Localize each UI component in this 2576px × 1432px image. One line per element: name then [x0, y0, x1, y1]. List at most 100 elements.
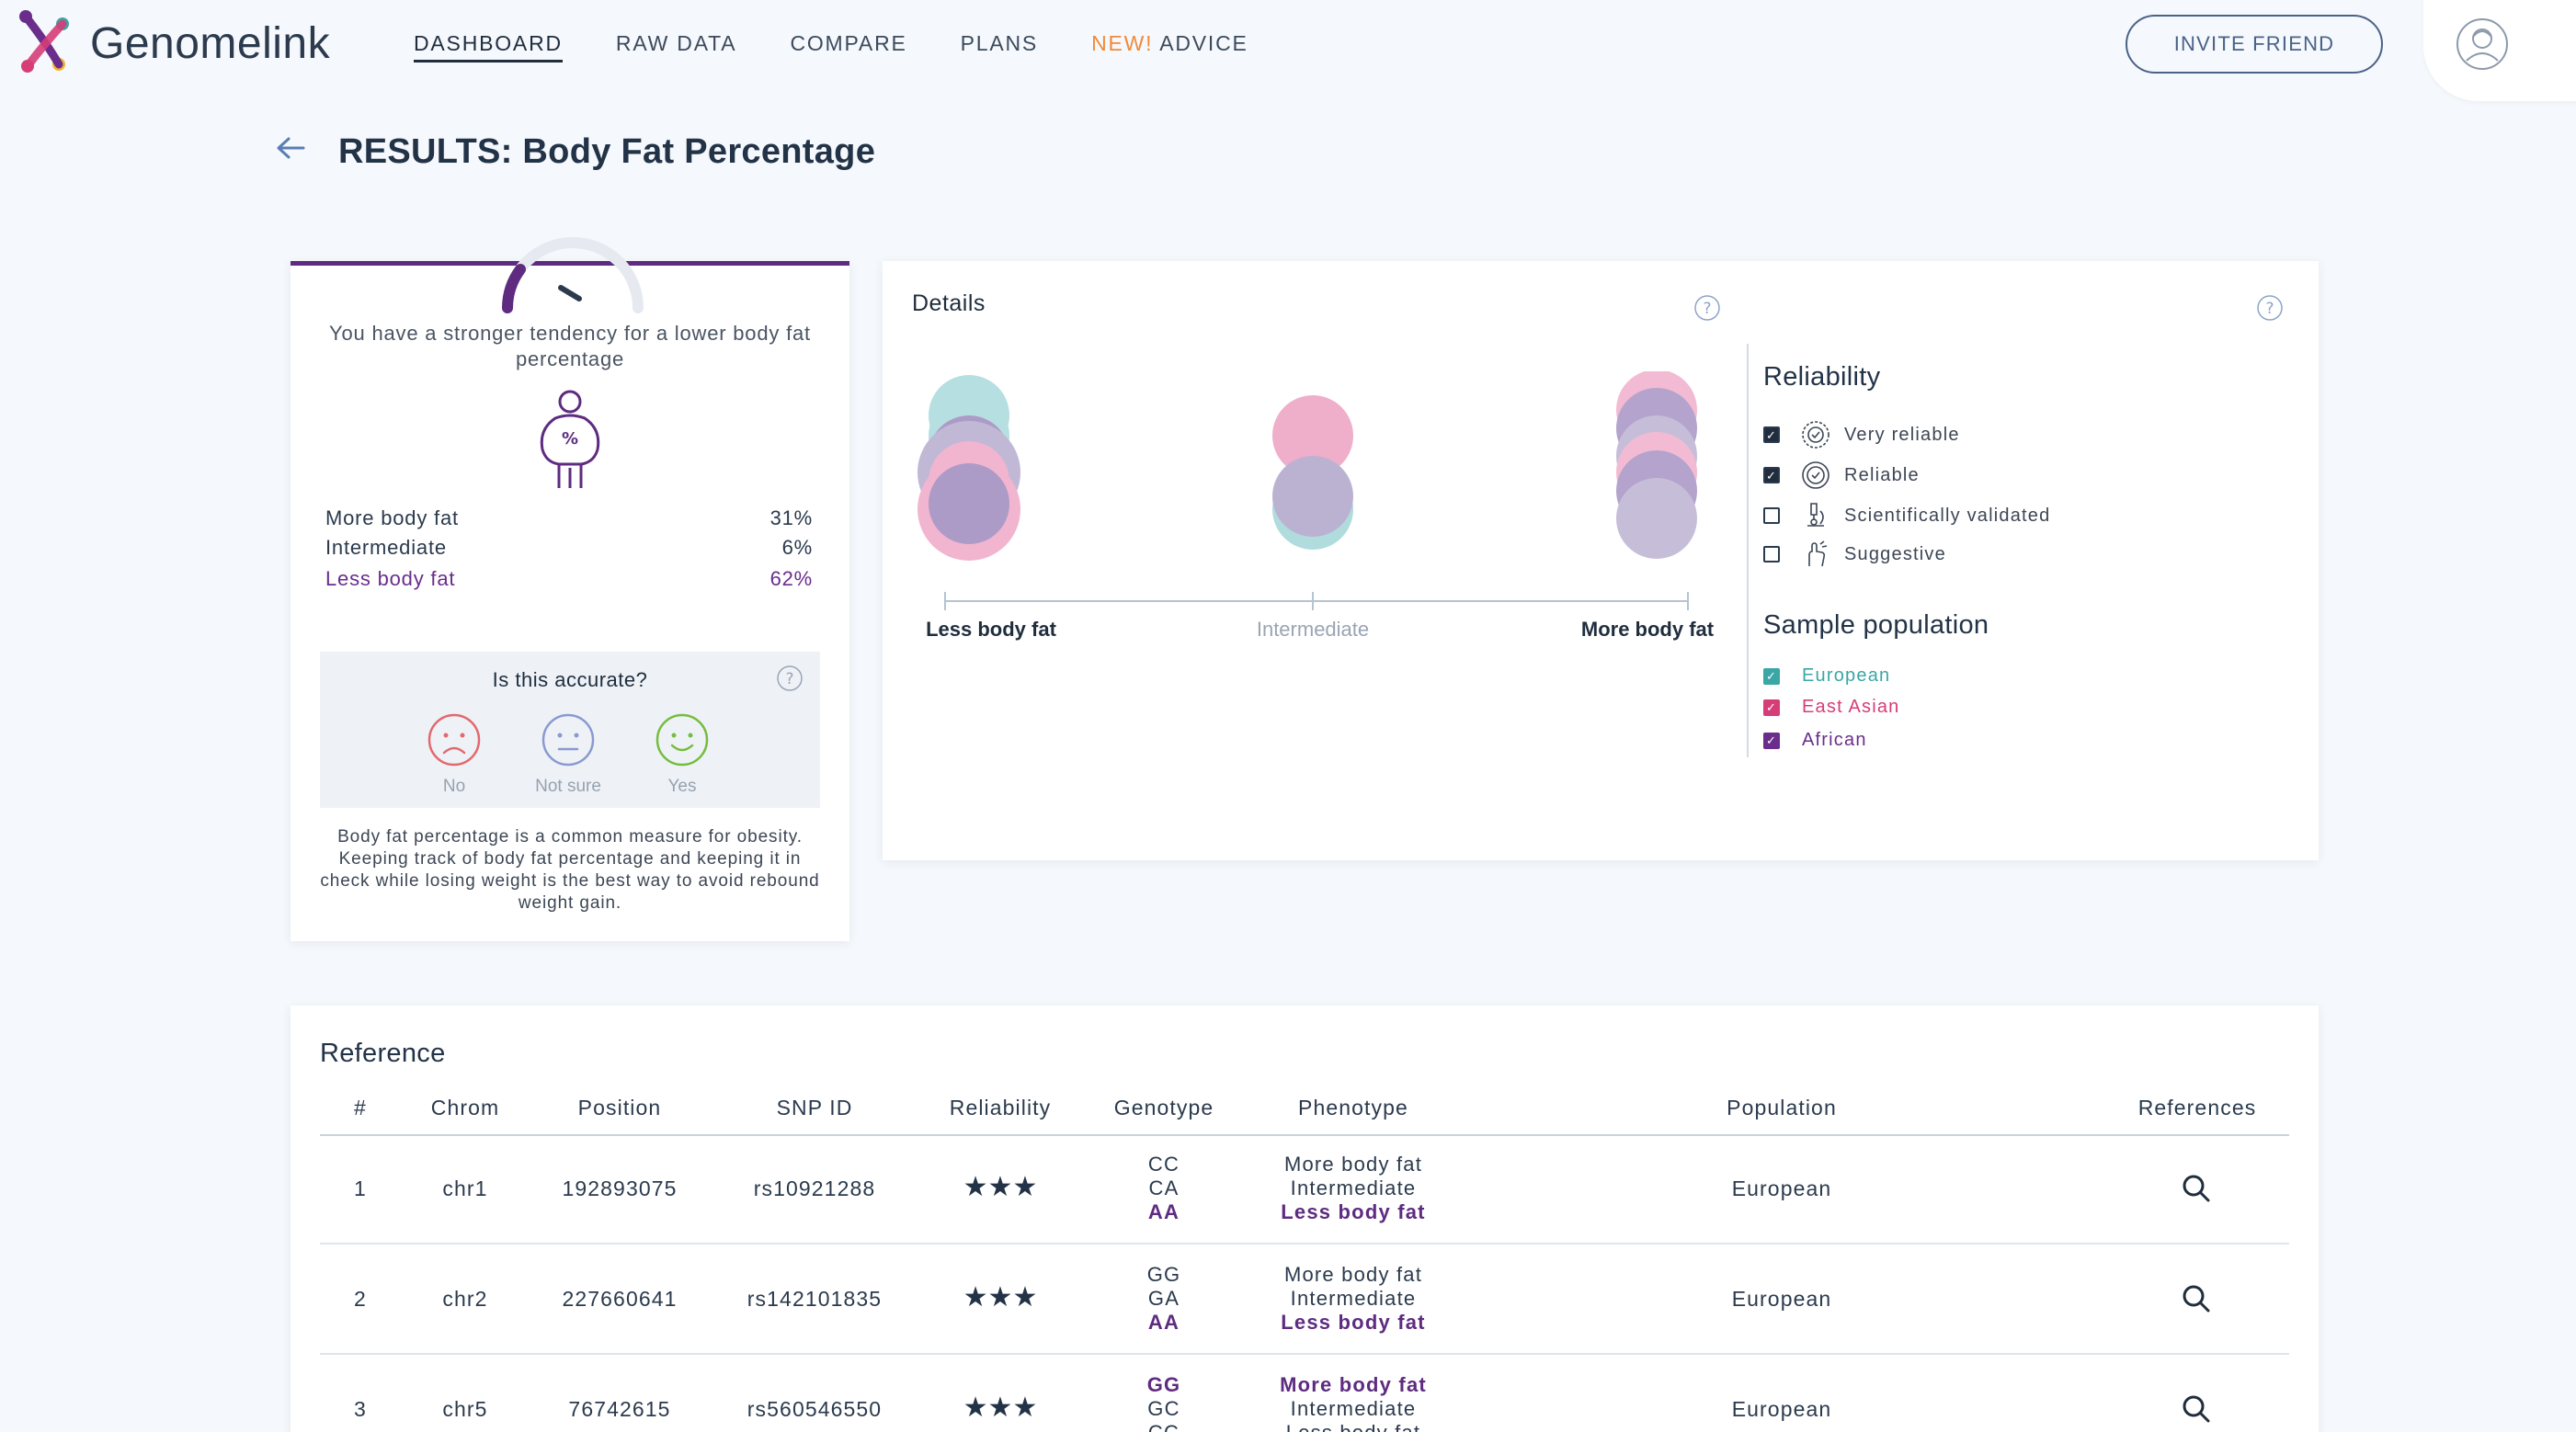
- percent-symbol: %: [562, 429, 578, 449]
- svg-text:?: ?: [2265, 300, 2274, 318]
- phenotype-value: Less body fat: [1243, 1421, 1464, 1432]
- result-row-more: More body fat 31%: [325, 506, 813, 530]
- phenotype-value: More body fat: [1283, 1153, 1423, 1176]
- filter-african[interactable]: African: [1763, 730, 1867, 751]
- checkbox-checked[interactable]: [1763, 467, 1780, 483]
- reliability-stars: ★★★: [963, 1282, 1038, 1313]
- trait-description: Body fat percentage is a common measure …: [320, 827, 820, 913]
- cell-snp: rs560546550: [747, 1397, 883, 1421]
- cell-phenotype: More body fat Intermediate Less body fat: [1243, 1263, 1464, 1335]
- nav-plans[interactable]: PLANS: [960, 31, 1039, 55]
- help-icon[interactable]: ?: [776, 665, 804, 692]
- cell-genotype: CC CA AA: [1127, 1153, 1201, 1224]
- genotype-value: GG: [1146, 1373, 1181, 1396]
- sad-face-icon[interactable]: [427, 712, 482, 767]
- checkbox-checked[interactable]: [1763, 732, 1780, 749]
- nav-advice-label: ADVICE: [1159, 31, 1248, 55]
- reliability-label: Suggestive: [1844, 543, 1946, 564]
- genotype-value: GA: [1147, 1287, 1180, 1310]
- cell-snp: rs142101835: [747, 1287, 883, 1311]
- profile-menu[interactable]: [2423, 0, 2576, 101]
- cell-phenotype: More body fat Intermediate Less body fat: [1243, 1153, 1464, 1224]
- search-icon[interactable]: [2181, 1173, 2212, 1204]
- search-icon[interactable]: [2181, 1393, 2212, 1425]
- logo[interactable]: Genomelink: [17, 7, 330, 79]
- badge-icon: [1802, 421, 1829, 449]
- cell-chrom: chr1: [442, 1176, 488, 1200]
- happy-face-icon[interactable]: [655, 712, 710, 767]
- filter-reliable[interactable]: Reliable: [1763, 460, 1920, 491]
- cell-chrom: chr5: [442, 1397, 488, 1421]
- population-label: East Asian: [1802, 697, 1900, 717]
- cell-genotype: GG GA AA: [1127, 1263, 1201, 1335]
- cell-chrom: chr2: [442, 1287, 488, 1311]
- filter-very-reliable[interactable]: Very reliable: [1763, 419, 1960, 450]
- checkbox-unchecked[interactable]: [1763, 546, 1780, 563]
- result-row-intermediate: Intermediate 6%: [325, 536, 813, 560]
- filter-suggestive[interactable]: Suggestive: [1763, 539, 1946, 570]
- checkbox-checked[interactable]: [1763, 426, 1780, 443]
- col-header-phenotype: Phenotype: [1298, 1096, 1408, 1119]
- user-avatar-icon: [2456, 18, 2508, 70]
- col-header-chrom: Chrom: [430, 1096, 500, 1119]
- nav-compare[interactable]: COMPARE: [790, 31, 907, 55]
- search-icon[interactable]: [2181, 1283, 2212, 1314]
- result-row-less: Less body fat 62%: [325, 567, 813, 591]
- reliability-label: Very reliable: [1844, 424, 1960, 445]
- hand-icon: [1808, 540, 1828, 567]
- genotype-value: CA: [1148, 1176, 1180, 1199]
- filter-east-asian[interactable]: East Asian: [1763, 697, 1900, 718]
- checkbox-unchecked[interactable]: [1763, 507, 1780, 524]
- genotype-value: CC: [1147, 1153, 1180, 1176]
- cell-snp: rs10921288: [753, 1176, 876, 1200]
- checkbox-checked[interactable]: [1763, 667, 1780, 685]
- nav-dashboard[interactable]: DASHBOARD: [414, 31, 563, 63]
- phenotype-value: More body fat: [1283, 1263, 1423, 1286]
- result-value: 6%: [781, 536, 813, 559]
- invite-friend-button[interactable]: INVITE FRIEND: [2126, 15, 2383, 74]
- neutral-face-icon[interactable]: [541, 712, 596, 767]
- cell-num: 3: [354, 1397, 367, 1421]
- bubbles-more-body-fat: [1616, 371, 1697, 559]
- new-badge: NEW!: [1091, 31, 1154, 55]
- col-header-position: Position: [577, 1096, 662, 1119]
- axis-label-less: Less body fat: [926, 618, 1056, 641]
- result-value: 62%: [769, 567, 813, 590]
- nav-raw-data[interactable]: RAW DATA: [615, 31, 737, 55]
- cell-num: 2: [354, 1287, 367, 1311]
- checkbox-checked[interactable]: [1763, 699, 1780, 716]
- row-divider: [320, 1353, 2289, 1355]
- summary-card: You have a stronger tendency for a lower…: [291, 237, 849, 941]
- top-nav-bar: Genomelink DASHBOARD RAW DATA COMPARE PL…: [0, 0, 2576, 101]
- page-title: RESULTS: Body Fat Percentage: [338, 132, 876, 171]
- reference-title: Reference: [320, 1039, 446, 1068]
- result-label: Intermediate: [325, 536, 447, 559]
- reliability-stars: ★★★: [963, 1392, 1038, 1423]
- row-divider: [320, 1243, 2289, 1244]
- tendency-text: You have a stronger tendency for a lower…: [329, 322, 811, 370]
- phenotype-value: Intermediate: [1290, 1397, 1417, 1420]
- reliability-label: Scientifically validated: [1844, 505, 2051, 526]
- axis-label-intermediate: Intermediate: [1257, 618, 1369, 641]
- result-value: 31%: [769, 506, 813, 529]
- phenotype-value: Less body fat: [1281, 1200, 1426, 1223]
- nav-advice[interactable]: NEW! ADVICE: [1091, 31, 1248, 63]
- svg-text:?: ?: [1703, 300, 1711, 318]
- cell-population: European: [1731, 1397, 1832, 1421]
- details-title: Details: [912, 290, 986, 316]
- reliability-heading: Reliability: [1763, 362, 1881, 392]
- help-icon[interactable]: ?: [1693, 294, 1721, 322]
- reference-card: Reference # Chrom Position SNP ID Reliab…: [291, 1006, 2319, 1432]
- microscope-icon: [1807, 503, 1824, 527]
- col-header-num: #: [354, 1096, 367, 1119]
- filter-scientifically-validated[interactable]: Scientifically validated: [1763, 500, 2050, 531]
- bubbles-less-body-fat: [918, 375, 1020, 561]
- cell-position: 192893075: [562, 1176, 678, 1200]
- filter-european[interactable]: European: [1763, 665, 1890, 687]
- genotype-value: GC: [1147, 1397, 1180, 1420]
- help-icon[interactable]: ?: [2256, 294, 2284, 322]
- face-label-yes: Yes: [667, 777, 697, 796]
- main-nav: DASHBOARD RAW DATA COMPARE PLANS NEW! AD…: [414, 31, 1248, 63]
- genotype-value: AA: [1147, 1200, 1180, 1223]
- back-arrow-icon[interactable]: [272, 134, 309, 162]
